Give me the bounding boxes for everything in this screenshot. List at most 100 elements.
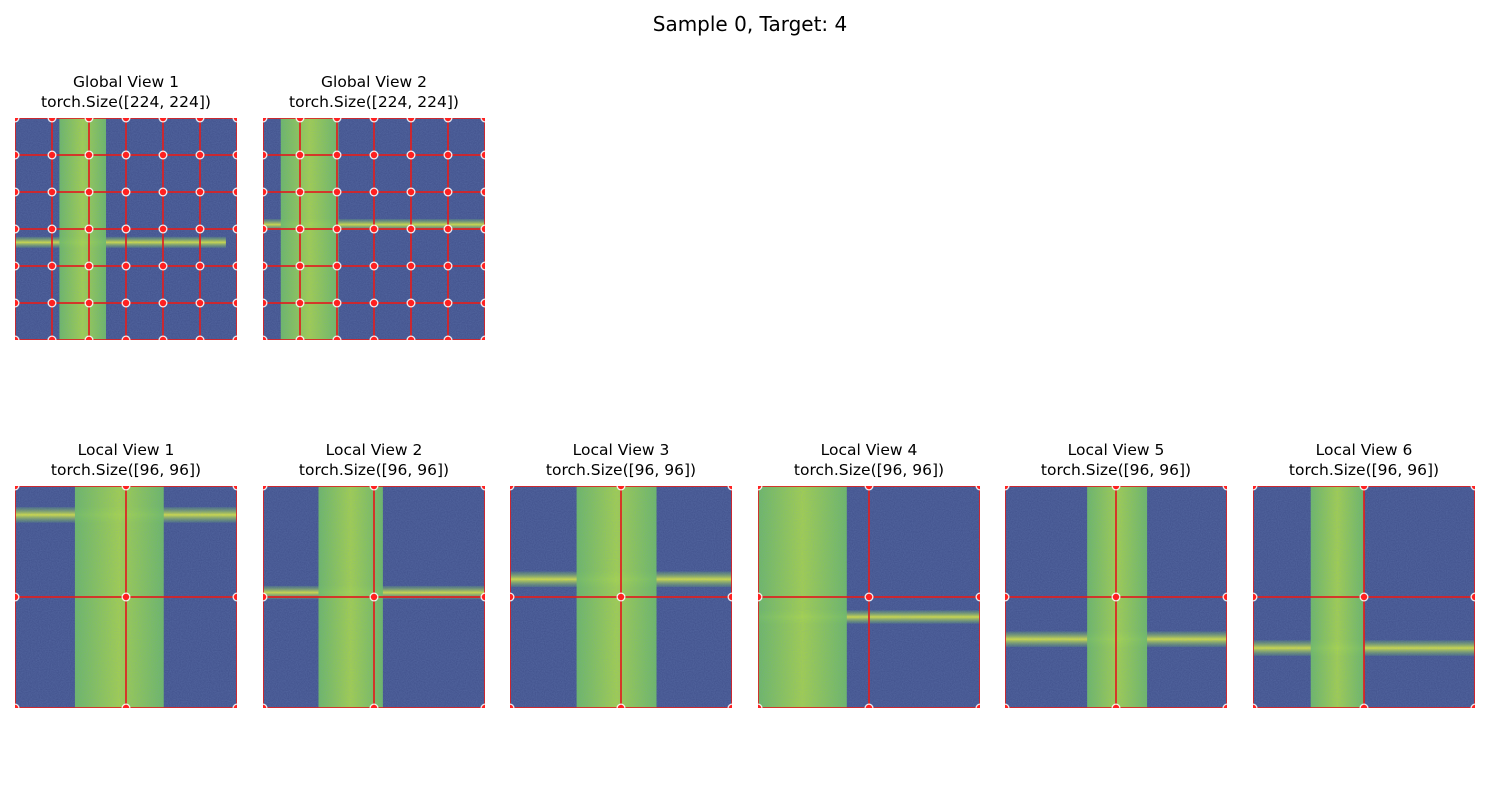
grid-point xyxy=(370,151,378,159)
grid-point xyxy=(48,225,56,233)
view-canvas xyxy=(263,486,485,708)
grid-point xyxy=(617,593,625,601)
grid-point xyxy=(481,151,485,159)
grid-point xyxy=(15,118,19,122)
panel-size-label: torch.Size([96, 96]) xyxy=(1288,461,1440,479)
grid-point xyxy=(444,151,452,159)
panel-size-label: torch.Size([224, 224]) xyxy=(41,93,211,111)
view-image xyxy=(758,486,980,708)
grid-point xyxy=(196,262,204,270)
grid-point xyxy=(333,336,341,340)
grid-point xyxy=(48,336,56,340)
grid-point xyxy=(1360,704,1368,708)
grid-point xyxy=(865,704,873,708)
grid-point xyxy=(122,704,130,708)
grid-point xyxy=(407,225,415,233)
grid-point xyxy=(159,262,167,270)
panel-size-label: torch.Size([224, 224]) xyxy=(289,93,459,111)
grid-point xyxy=(296,118,304,122)
view-canvas xyxy=(1005,486,1227,708)
grid-point xyxy=(263,593,267,601)
grid-point xyxy=(48,188,56,196)
grid-point xyxy=(407,336,415,340)
grid-point xyxy=(370,262,378,270)
view-image xyxy=(1253,486,1475,708)
grid-point xyxy=(333,225,341,233)
grid-point xyxy=(15,486,19,490)
grid-point xyxy=(159,336,167,340)
grid-point xyxy=(481,225,485,233)
grid-point xyxy=(1005,593,1009,601)
grid-point xyxy=(481,262,485,270)
grid-point xyxy=(122,188,130,196)
grid-point xyxy=(159,118,167,122)
grid-point xyxy=(263,151,267,159)
grid-point xyxy=(728,704,732,708)
grid-point xyxy=(1223,704,1227,708)
view-image xyxy=(263,486,485,708)
view-canvas xyxy=(510,486,732,708)
grid-point xyxy=(85,118,93,122)
grid-point xyxy=(728,593,732,601)
grid-point xyxy=(481,593,485,601)
grid-point xyxy=(370,118,378,122)
grid-point xyxy=(865,486,873,490)
panel-size-label: torch.Size([96, 96]) xyxy=(298,461,450,479)
grid-point xyxy=(122,486,130,490)
grid-point xyxy=(976,486,980,490)
grid-point xyxy=(122,118,130,122)
grid-point xyxy=(85,225,93,233)
grid-point xyxy=(15,188,19,196)
grid-point xyxy=(333,299,341,307)
panel-title: Local View 2 xyxy=(325,441,423,459)
grid-point xyxy=(1253,486,1257,490)
grid-point xyxy=(370,486,378,490)
grid-point xyxy=(122,262,130,270)
grid-point xyxy=(196,336,204,340)
grid-point xyxy=(1471,593,1475,601)
grid-point xyxy=(333,188,341,196)
grid-point xyxy=(85,188,93,196)
grid-point xyxy=(1112,704,1120,708)
grid-point xyxy=(444,225,452,233)
grid-point xyxy=(263,225,267,233)
grid-point xyxy=(233,151,237,159)
grid-point xyxy=(444,299,452,307)
grid-point xyxy=(728,486,732,490)
view-canvas xyxy=(1253,486,1475,708)
grid-point xyxy=(48,118,56,122)
grid-point xyxy=(85,262,93,270)
grid-point xyxy=(481,486,485,490)
grid-point xyxy=(122,225,130,233)
grid-point xyxy=(196,151,204,159)
grid-point xyxy=(333,262,341,270)
view-image xyxy=(263,118,485,340)
grid-point xyxy=(1112,593,1120,601)
grid-point xyxy=(333,118,341,122)
grid-point xyxy=(407,299,415,307)
view-canvas xyxy=(758,486,980,708)
grid-point xyxy=(196,188,204,196)
panel-title: Local View 3 xyxy=(572,441,670,459)
panel-size-label: torch.Size([96, 96]) xyxy=(793,461,945,479)
grid-point xyxy=(617,704,625,708)
grid-point xyxy=(263,486,267,490)
grid-point xyxy=(407,118,415,122)
grid-point xyxy=(48,262,56,270)
view-canvas xyxy=(15,486,237,708)
grid-point xyxy=(296,299,304,307)
grid-point xyxy=(370,336,378,340)
view-image xyxy=(15,118,237,340)
grid-point xyxy=(510,704,514,708)
grid-point xyxy=(865,593,873,601)
grid-point xyxy=(617,486,625,490)
grid-point xyxy=(370,299,378,307)
grid-point xyxy=(263,336,267,340)
grid-point xyxy=(233,299,237,307)
panel-title: Local View 4 xyxy=(820,441,918,459)
grid-point xyxy=(1253,593,1257,601)
grid-point xyxy=(481,704,485,708)
panel-size-label: torch.Size([96, 96]) xyxy=(545,461,697,479)
grid-point xyxy=(196,299,204,307)
grid-point xyxy=(122,299,130,307)
